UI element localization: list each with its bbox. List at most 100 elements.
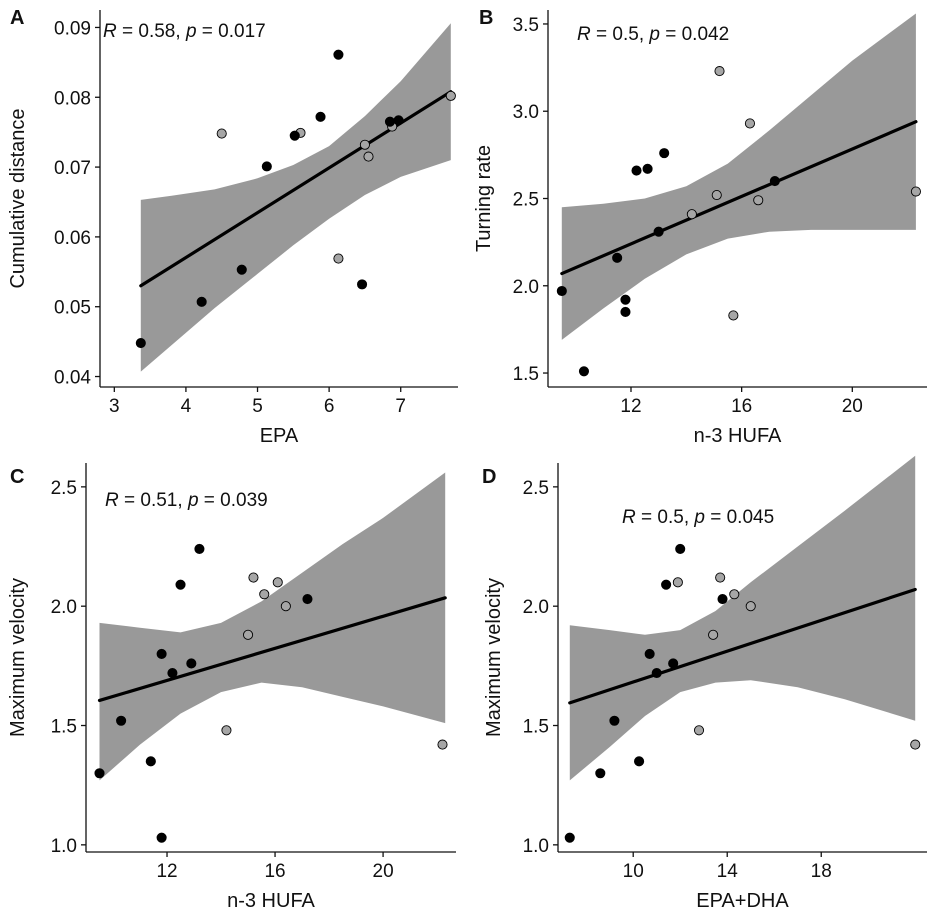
y-axis-title: Maximum velocity: [483, 578, 505, 737]
y-tick-label: 3.0: [513, 102, 539, 123]
data-point-black: [675, 543, 686, 554]
confidence-band: [140, 23, 451, 372]
y-tick-label: 2.5: [513, 190, 539, 211]
stat-equals: =: [660, 24, 682, 45]
data-point-black: [612, 252, 623, 263]
x-tick-label: 5: [252, 396, 263, 417]
stat-separator: ,: [177, 490, 188, 511]
data-point-grey: [437, 739, 448, 750]
data-point-black: [384, 116, 396, 127]
data-point-black: [186, 658, 197, 669]
data-point-black: [289, 130, 300, 141]
data-point-black: [175, 579, 186, 590]
data-point-black: [653, 226, 664, 237]
panel-d: 10 14 18 1.0 1.5 2.0 2.5 EPA+DHA Maximum velocit…: [482, 455, 927, 910]
data-point-black: [651, 667, 662, 679]
data-point-black: [145, 756, 156, 767]
x-axis-title: EPA+DHA: [696, 890, 789, 910]
stat-annotation: R = 0.5, p = 0.045: [622, 507, 774, 528]
y-tick-label: 3.5: [513, 15, 539, 36]
y-tick-label: 2.5: [523, 478, 549, 499]
panel-letter: A: [10, 7, 24, 29]
data-point-black: [116, 715, 127, 726]
panel-b: 12 16 20 1.5 2.0 2.5 3.0 3.5 n-3 HUFA Turning rat…: [473, 7, 927, 447]
regression-line: [560, 120, 918, 276]
x-tick-label: 14: [717, 861, 739, 882]
data-point-black: [642, 163, 653, 174]
panel-letter: C: [10, 466, 24, 488]
x-axis-title: n-3 HUFA: [694, 425, 782, 447]
panel-letter: D: [482, 466, 496, 488]
y-tick-label: 2.5: [51, 478, 77, 499]
regression-line: [97, 596, 447, 703]
data-point-grey: [708, 629, 719, 640]
stat-p-value: 0.017: [218, 21, 266, 42]
data-point-grey: [910, 739, 921, 750]
stat-separator: ,: [639, 24, 650, 45]
data-point-black: [620, 294, 631, 305]
data-point-black: [302, 593, 313, 605]
data-point-grey: [259, 589, 270, 600]
x-tick-label: 20: [842, 396, 863, 417]
stat-annotation: R = 0.5, p = 0.042: [577, 24, 729, 45]
data-point-black: [668, 658, 679, 669]
confidence-band: [99, 472, 446, 781]
stat-p-label: p: [693, 507, 705, 528]
data-point-grey: [744, 118, 755, 129]
stat-annotation: R = 0.58, p = 0.017: [103, 21, 266, 42]
data-point-grey: [711, 189, 722, 201]
x-tick-label: 16: [731, 396, 752, 417]
data-point-grey: [728, 310, 739, 321]
data-point-grey: [221, 725, 232, 736]
data-point-black: [661, 579, 672, 590]
data-point-grey: [693, 725, 705, 736]
data-point-black: [564, 832, 575, 843]
stat-p-value: 0.039: [220, 490, 268, 511]
data-point-black: [156, 832, 167, 843]
data-point-black: [556, 285, 567, 297]
y-tick-label: 0.07: [54, 158, 91, 179]
x-tick-label: 6: [324, 396, 335, 417]
data-point-grey: [445, 90, 456, 101]
y-tick-label: 1.5: [523, 717, 549, 738]
stat-equals: =: [591, 24, 613, 45]
y-axis-title: Cumulative distance: [7, 108, 29, 288]
data-point-grey: [333, 253, 344, 264]
data-point-black: [620, 306, 631, 317]
data-point-black: [156, 648, 167, 659]
x-tick-label: 7: [395, 396, 406, 417]
stat-p-value: 0.045: [727, 507, 775, 528]
data-point-black: [135, 337, 146, 349]
y-tick-label: 0.09: [54, 18, 91, 39]
y-tick-label: 0.05: [54, 298, 91, 319]
data-point-black: [644, 648, 655, 659]
x-tick-label: 10: [623, 861, 644, 882]
data-point-black: [94, 768, 105, 779]
regression-line: [568, 587, 917, 705]
panel-a: 3 4 5 6 7 0.04 0.05 0.06 0.07 0.08 0.09 EPA Cumulati…: [7, 7, 458, 447]
x-tick-label: 12: [156, 861, 177, 882]
data-point-grey: [359, 139, 370, 150]
stat-equals: =: [197, 21, 219, 42]
stat-r-value: 0.51: [140, 490, 177, 511]
data-point-black: [769, 175, 780, 187]
x-tick-label: 20: [373, 861, 394, 882]
data-point-black: [717, 593, 728, 605]
data-point-grey: [672, 577, 683, 588]
data-point-black: [315, 111, 326, 122]
data-point-black: [333, 49, 344, 60]
data-point-grey: [729, 589, 740, 600]
x-tick-label: 4: [181, 396, 192, 417]
data-point-grey: [272, 577, 283, 588]
data-point-black: [236, 264, 247, 275]
panel-letter: B: [479, 7, 493, 29]
stat-p-label: p: [185, 21, 197, 42]
stat-r-label: R: [577, 24, 591, 45]
stat-r-value: 0.58: [138, 21, 175, 42]
data-point-grey: [715, 572, 726, 583]
stat-equals: =: [199, 490, 221, 511]
data-point-black: [609, 715, 620, 726]
data-point-grey: [248, 572, 259, 583]
y-tick-label: 2.0: [51, 597, 77, 618]
data-point-black: [659, 148, 670, 159]
